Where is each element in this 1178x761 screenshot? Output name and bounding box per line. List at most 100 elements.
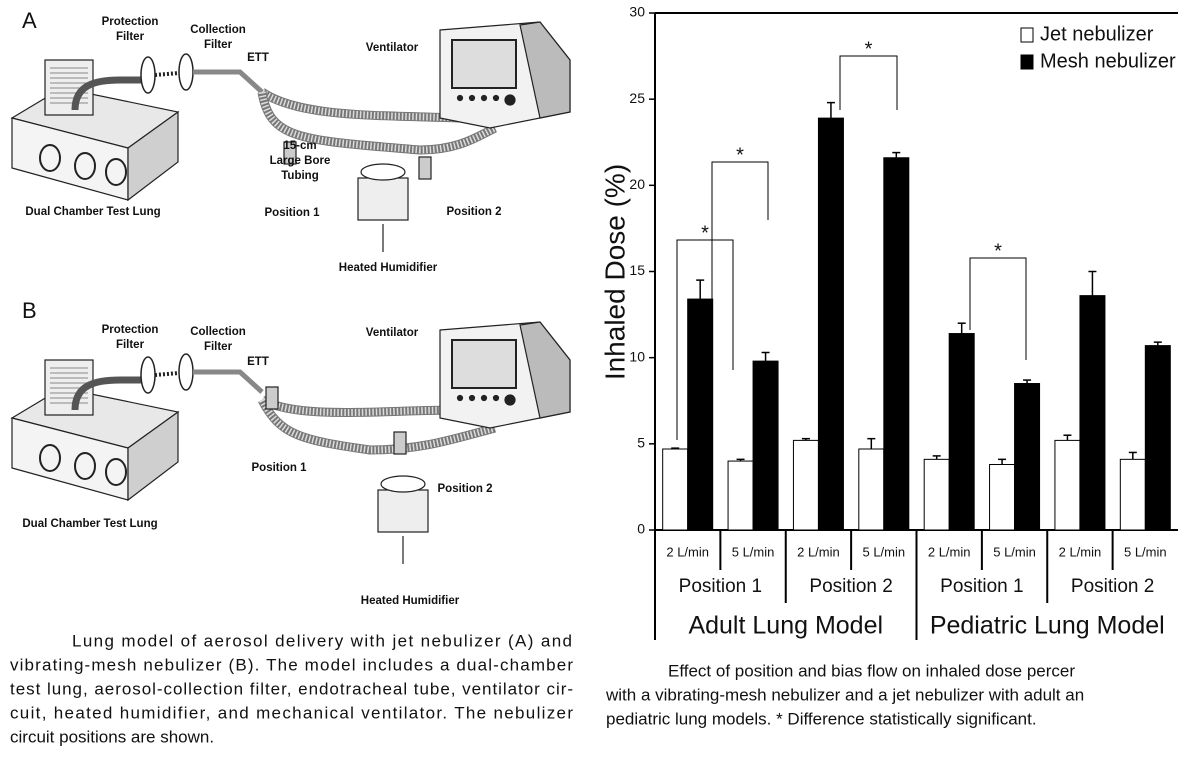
nebulizer — [394, 432, 406, 454]
y-tick-label: 5 — [637, 435, 645, 451]
diagram-label: Protection — [102, 324, 159, 336]
bar — [1055, 440, 1080, 530]
collection-filter — [179, 54, 193, 90]
legend-label: Jet nebulizer — [1040, 23, 1154, 45]
group-label: Position 1 — [679, 576, 762, 597]
significance-star: * — [865, 38, 873, 60]
protection-filter — [141, 357, 155, 393]
y-tick-label: 20 — [629, 176, 645, 192]
diagram-label: ETT — [247, 356, 269, 368]
caption-line: with a vibrating-mesh nebulizer and a je… — [605, 685, 1084, 704]
legend-swatch — [1021, 55, 1033, 69]
error-bar — [762, 352, 770, 361]
diagram-label: Large Bore — [270, 155, 331, 167]
ventilator-button — [482, 96, 487, 101]
diagram-label: ETT — [247, 52, 269, 64]
y-tick-label: 0 — [637, 521, 645, 537]
bar — [924, 459, 949, 530]
y-tick-label: 10 — [629, 348, 645, 364]
collection-filter — [179, 354, 193, 390]
significance-bracket — [840, 56, 897, 110]
diagram-label: Filter — [204, 341, 233, 353]
error-bar — [933, 456, 941, 459]
error-bar — [892, 153, 900, 158]
bar — [990, 465, 1015, 530]
y-tick-label: 15 — [629, 262, 645, 278]
error-bar — [827, 103, 835, 119]
x-tick-label: 2 L/min — [797, 544, 840, 559]
ventilator-button — [482, 396, 487, 401]
error-bar — [998, 459, 1006, 464]
nebulizer — [266, 387, 278, 409]
x-tick-label: 2 L/min — [1059, 544, 1102, 559]
model-label: Pediatric Lung Model — [930, 612, 1165, 640]
ventilator-screen — [452, 40, 516, 88]
x-tick-label: 5 L/min — [862, 544, 905, 559]
caption-line: vibrating-mesh nebulizer (B). The model … — [10, 655, 573, 674]
error-bar — [696, 280, 704, 299]
significance-bracket — [712, 162, 768, 300]
ventilator-button — [458, 96, 463, 101]
diagram-label: Filter — [116, 31, 145, 43]
bar — [859, 449, 884, 530]
caption-line: circuit positions are shown. — [10, 727, 214, 746]
filter-link — [155, 373, 179, 375]
x-tick-label: 5 L/min — [1124, 544, 1167, 559]
significance-star: * — [701, 222, 709, 244]
ventilator-button — [470, 396, 475, 401]
error-bar — [1023, 380, 1031, 383]
bar — [753, 361, 778, 530]
error-bar — [867, 439, 875, 449]
error-bar — [1154, 342, 1162, 345]
bar — [1120, 459, 1145, 530]
caption-line: test lung, aerosol-collection filter, en… — [10, 679, 573, 698]
humidifier — [358, 178, 408, 220]
caption-line: pediatric lung models. * Difference stat… — [606, 709, 1037, 728]
diagram-label: Position 2 — [447, 206, 502, 218]
humidifier — [378, 490, 428, 532]
panel-letter: B — [22, 298, 37, 323]
error-bar — [671, 448, 679, 449]
protection-filter — [141, 57, 155, 93]
diagram-label: Ventilator — [366, 327, 419, 339]
x-tick-label: 5 L/min — [993, 544, 1036, 559]
diagram-label: Position 2 — [438, 483, 493, 495]
group-label: Position 2 — [1071, 576, 1154, 597]
error-bar — [1129, 452, 1137, 459]
error-bar — [1063, 435, 1071, 440]
bar — [663, 449, 688, 530]
ventilator-button — [470, 96, 475, 101]
diagram-label: Filter — [116, 339, 145, 351]
significance-bracket — [970, 258, 1026, 360]
bar — [793, 440, 818, 530]
ventilator-knob — [505, 395, 515, 405]
caption-line: cuit, heated humidifier, and mechanical … — [10, 703, 573, 722]
diagram-label: Collection — [190, 326, 246, 338]
caption-line: Lung model of aerosol delivery with jet … — [72, 631, 572, 650]
diagram-label: Dual Chamber Test Lung — [25, 206, 160, 218]
diagram-label: Collection — [190, 24, 246, 36]
diagram-label: Filter — [204, 39, 233, 51]
ventilator-button — [494, 96, 499, 101]
group-label: Position 1 — [940, 576, 1023, 597]
legend-label: Mesh nebulizer — [1040, 50, 1176, 72]
diagram-label: Position 1 — [252, 462, 308, 474]
humidifier-chamber — [381, 476, 425, 492]
diagram-label: Position 1 — [265, 207, 321, 219]
diagram-label: Ventilator — [366, 42, 419, 54]
x-tick-label: 5 L/min — [732, 544, 775, 559]
bar — [728, 461, 753, 530]
y-tick-label: 30 — [629, 4, 645, 20]
bar — [1015, 384, 1040, 530]
figure: AProtectionFilterCollectionFilterETTVent… — [0, 0, 1178, 761]
diagram-label: Dual Chamber Test Lung — [22, 518, 157, 530]
ventilator-button — [494, 396, 499, 401]
caption-line: Effect of position and bias flow on inha… — [668, 661, 1075, 680]
ventilator-knob — [505, 95, 515, 105]
ventilator-screen — [452, 340, 516, 388]
bar — [818, 118, 843, 530]
diagram-label: Tubing — [281, 170, 318, 182]
diagram-label: Heated Humidifier — [339, 262, 438, 274]
diagram-label: Heated Humidifier — [361, 595, 460, 607]
nebulizer — [419, 157, 431, 179]
